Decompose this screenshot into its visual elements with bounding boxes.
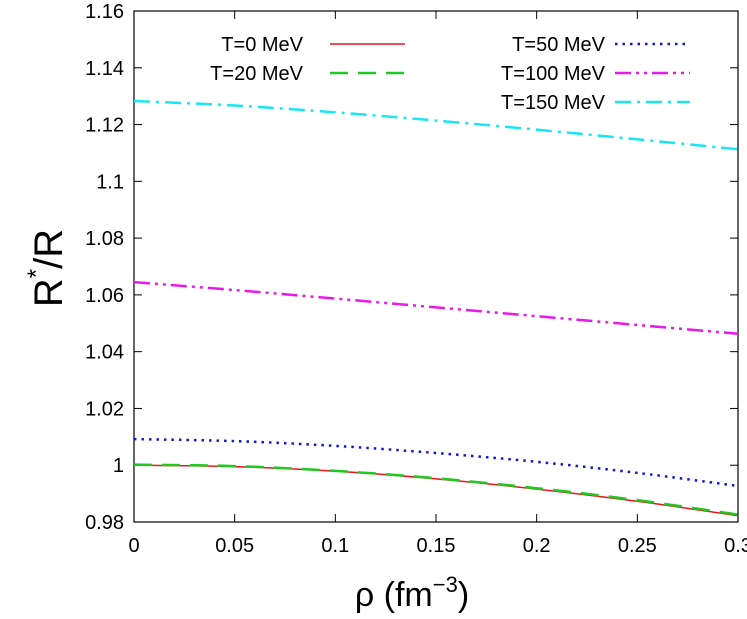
y-tick-label: 1 xyxy=(113,455,124,477)
legend-label-t-0-mev: T=0 MeV xyxy=(221,34,303,56)
y-tick-label: 1.14 xyxy=(85,58,124,80)
series-lines xyxy=(133,99,739,517)
plot-frame xyxy=(133,10,739,523)
y-axis-title-base: R xyxy=(27,278,71,307)
x-axis-title-sup: −3 xyxy=(433,572,458,597)
x-tick-label: 0.05 xyxy=(215,535,254,557)
y-tick-label: 1.04 xyxy=(85,342,124,364)
legend: T=0 MeV T=20 MeV T=50 MeV T=100 MeV T=150 Me… xyxy=(210,34,690,114)
x-tick-label: 0.3 xyxy=(724,535,747,557)
x-tick-labels: 0 0.05 0.1 0.15 0.2 0.25 0.3 xyxy=(128,535,747,557)
series-line-t-0-mev xyxy=(133,464,739,517)
legend-label-t-100-mev: T=100 MeV xyxy=(501,63,606,85)
y-tick-label: 1.12 xyxy=(85,115,124,137)
x-axis-title: ρ (fm−3) xyxy=(355,572,469,614)
y-axis-title-sup: * xyxy=(23,269,50,278)
x-axis-title-base: ρ (fm xyxy=(355,576,433,614)
x-tick-label: 0.25 xyxy=(618,535,657,557)
legend-label-t-50-mev: T=50 MeV xyxy=(512,34,605,56)
y-tick-label: 1.02 xyxy=(85,398,124,420)
legend-label-t-150-mev: T=150 MeV xyxy=(501,92,606,114)
y-tick-label: 1.16 xyxy=(85,1,124,23)
y-tick-label: 1.1 xyxy=(96,171,124,193)
y-tick-labels: 0.98 1 1.02 1.04 1.06 1.08 1.1 1.12 1.14 1.16 xyxy=(85,1,124,534)
x-tick-label: 0.2 xyxy=(523,535,551,557)
series-line-t-100-mev xyxy=(133,280,739,336)
y-tick-label: 1.06 xyxy=(85,285,124,307)
y-tick-label: 0.98 xyxy=(85,512,124,534)
series-line-t-20-mev xyxy=(133,463,739,516)
x-axis-title-tail: ) xyxy=(458,576,469,614)
axis-ticks xyxy=(133,10,739,523)
y-axis-title: R*/R xyxy=(23,229,71,307)
legend-label-t-20-mev: T=20 MeV xyxy=(210,63,303,85)
y-tick-label: 1.08 xyxy=(85,228,124,250)
x-tick-label: 0.1 xyxy=(321,535,349,557)
x-tick-label: 0 xyxy=(128,535,139,557)
series-line-t-150-mev xyxy=(133,99,739,151)
y-axis-title-tail: /R xyxy=(27,229,71,269)
y-axis-title-group: R*/R xyxy=(23,229,71,307)
x-tick-label: 0.15 xyxy=(417,535,456,557)
series-line-t-50-mev xyxy=(133,437,739,488)
